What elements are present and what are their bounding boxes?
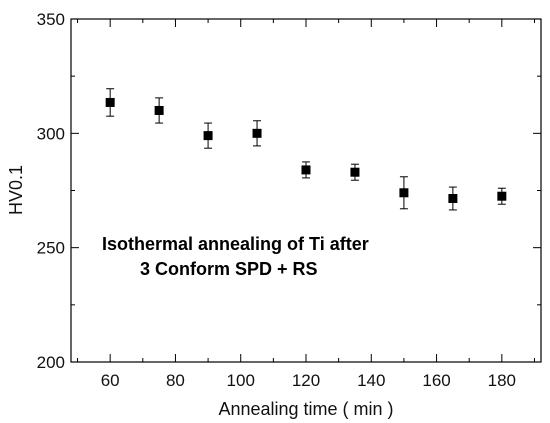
data-point — [301, 165, 311, 175]
x-axis-label: Annealing time ( min ) — [218, 399, 393, 419]
x-tick-label: 100 — [227, 371, 255, 390]
y-tick-label: 200 — [37, 353, 65, 372]
data-point-group — [252, 120, 262, 147]
annotation-line-2: 3 Conform SPD + RS — [140, 259, 318, 279]
data-points — [105, 88, 507, 211]
data-point-group — [203, 122, 213, 149]
data-point-group — [497, 187, 507, 205]
data-point — [497, 191, 507, 201]
y-tick-label: 300 — [37, 124, 65, 143]
data-point-group — [154, 97, 164, 124]
y-axis-ticks: 200 250 300 350 — [37, 10, 541, 372]
x-tick-label: 80 — [166, 371, 185, 390]
data-point-group — [399, 176, 409, 210]
data-point-group — [105, 88, 115, 117]
data-point — [252, 128, 262, 138]
data-point — [448, 194, 458, 204]
data-point — [350, 167, 360, 177]
x-tick-label: 140 — [357, 371, 385, 390]
data-point — [154, 105, 164, 115]
plot-frame — [70, 18, 542, 363]
data-point — [105, 97, 115, 107]
annotation-line-1: Isothermal annealing of Ti after — [102, 234, 369, 254]
y-tick-label: 350 — [37, 10, 65, 29]
data-point — [399, 188, 409, 198]
x-tick-label: 160 — [422, 371, 450, 390]
y-axis-label: HV0.1 — [6, 165, 26, 215]
x-tick-label: 180 — [488, 371, 516, 390]
data-point-group — [448, 186, 458, 211]
data-point — [203, 131, 213, 141]
y-tick-label: 250 — [37, 239, 65, 258]
x-axis-ticks: 60 80 100 120 140 160 180 — [77, 19, 535, 390]
data-point-group — [301, 161, 311, 179]
data-point-group — [350, 163, 360, 181]
x-tick-label: 60 — [101, 371, 120, 390]
x-tick-label: 120 — [292, 371, 320, 390]
